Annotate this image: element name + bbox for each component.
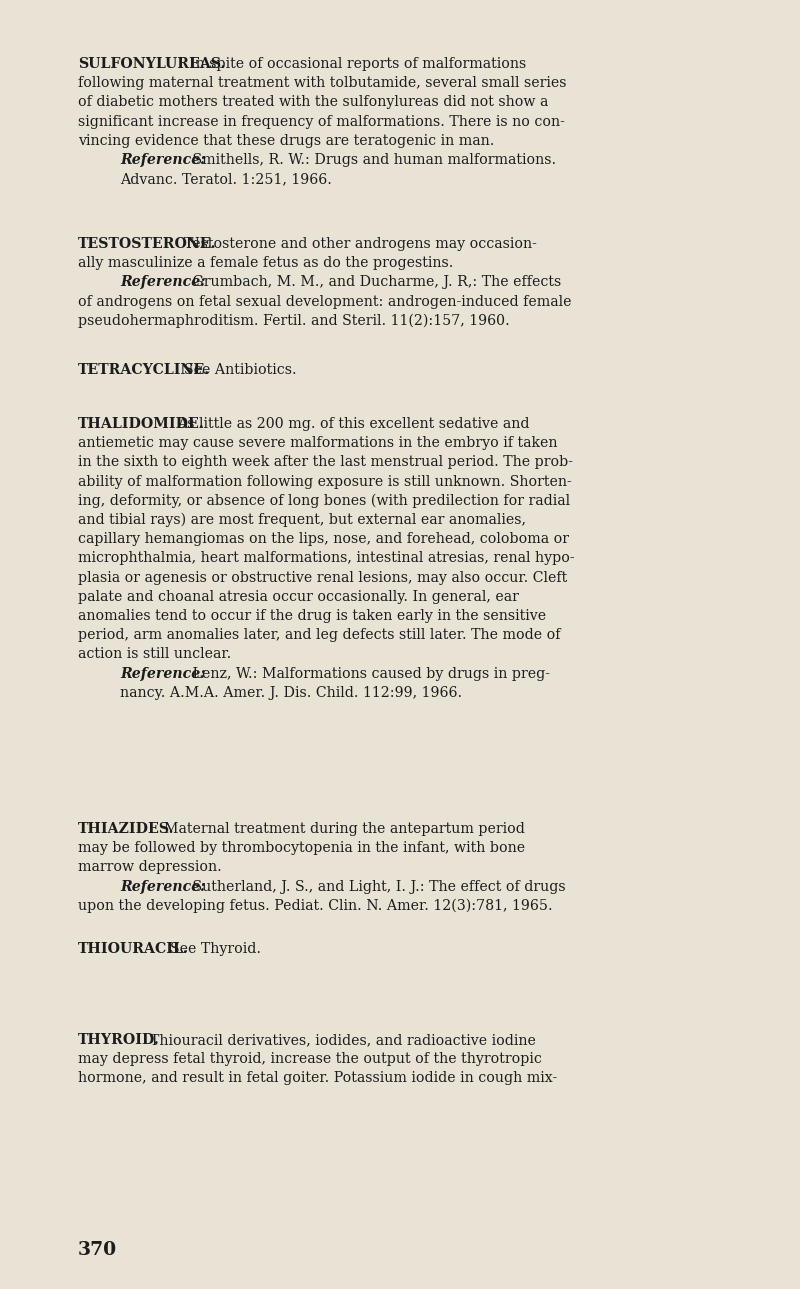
Text: See Antibiotics.: See Antibiotics. [184,363,296,376]
Text: and tibial rays) are most frequent, but external ear anomalies,: and tibial rays) are most frequent, but … [78,513,526,527]
Text: THIOURACIL.: THIOURACIL. [78,942,189,956]
Text: ally masculinize a female fetus as do the progestins.: ally masculinize a female fetus as do th… [78,257,454,271]
Text: pseudohermaphroditism. Fertil. and Steril. 11(2):157, 1960.: pseudohermaphroditism. Fertil. and Steri… [78,313,510,329]
Text: Reference:: Reference: [120,666,206,681]
Text: Grumbach, M. M., and Ducharme, J. R,: The effects: Grumbach, M. M., and Ducharme, J. R,: Th… [189,276,562,290]
Text: upon the developing fetus. Pediat. Clin. N. Amer. 12(3):781, 1965.: upon the developing fetus. Pediat. Clin.… [78,898,553,913]
Text: Lenz, W.: Malformations caused by drugs in preg-: Lenz, W.: Malformations caused by drugs … [189,666,550,681]
Text: Testosterone and other androgens may occasion-: Testosterone and other androgens may occ… [184,237,537,251]
Text: hormone, and result in fetal goiter. Potassium iodide in cough mix-: hormone, and result in fetal goiter. Pot… [78,1071,558,1085]
Text: TESTOSTERONE.: TESTOSTERONE. [78,237,217,251]
Text: period, arm anomalies later, and leg defects still later. The mode of: period, arm anomalies later, and leg def… [78,628,561,642]
Text: THYROID.: THYROID. [78,1032,160,1047]
Text: Smithells, R. W.: Drugs and human malformations.: Smithells, R. W.: Drugs and human malfor… [189,153,557,168]
Text: Reference:: Reference: [120,879,206,893]
Text: of diabetic mothers treated with the sulfonylureas did not show a: of diabetic mothers treated with the sul… [78,95,548,110]
Text: Thiouracil derivatives, iodides, and radioactive iodine: Thiouracil derivatives, iodides, and rad… [150,1032,536,1047]
Text: may be followed by thrombocytopenia in the infant, with bone: may be followed by thrombocytopenia in t… [78,842,525,855]
Text: Reference:: Reference: [120,276,206,290]
Text: THALIDOMIDE.: THALIDOMIDE. [78,418,205,431]
Text: may depress fetal thyroid, increase the output of the thyrotropic: may depress fetal thyroid, increase the … [78,1052,542,1066]
Text: Reference:: Reference: [120,153,206,168]
Text: following maternal treatment with tolbutamide, several small series: following maternal treatment with tolbut… [78,76,566,90]
Text: As little as 200 mg. of this excellent sedative and: As little as 200 mg. of this excellent s… [177,418,530,431]
Text: palate and choanal atresia occur occasionally. In general, ear: palate and choanal atresia occur occasio… [78,590,519,603]
Text: Maternal treatment during the antepartum period: Maternal treatment during the antepartum… [163,822,524,837]
Text: SULFONYLUREAS.: SULFONYLUREAS. [78,57,226,71]
Text: microphthalmia, heart malformations, intestinal atresias, renal hypo-: microphthalmia, heart malformations, int… [78,552,574,566]
Text: of androgens on fetal sexual development: androgen-induced female: of androgens on fetal sexual development… [78,295,571,308]
Text: anomalies tend to occur if the drug is taken early in the sensitive: anomalies tend to occur if the drug is t… [78,608,546,623]
Text: vincing evidence that these drugs are teratogenic in man.: vincing evidence that these drugs are te… [78,134,494,148]
Text: Advanc. Teratol. 1:251, 1966.: Advanc. Teratol. 1:251, 1966. [120,173,332,186]
Text: Sutherland, J. S., and Light, I. J.: The effect of drugs: Sutherland, J. S., and Light, I. J.: The… [189,879,566,893]
Text: marrow depression.: marrow depression. [78,860,222,874]
Text: in the sixth to eighth week after the last menstrual period. The prob-: in the sixth to eighth week after the la… [78,455,573,469]
Text: THIAZIDES.: THIAZIDES. [78,822,174,837]
Text: ability of malformation following exposure is still unknown. Shorten-: ability of malformation following exposu… [78,474,572,489]
Text: antiemetic may cause severe malformations in the embryo if taken: antiemetic may cause severe malformation… [78,436,558,450]
Text: In spite of occasional reports of malformations: In spite of occasional reports of malfor… [190,57,526,71]
Text: 370: 370 [78,1241,117,1259]
Text: action is still unclear.: action is still unclear. [78,647,231,661]
Text: plasia or agenesis or obstructive renal lesions, may also occur. Cleft: plasia or agenesis or obstructive renal … [78,571,567,585]
Text: capillary hemangiomas on the lips, nose, and forehead, coloboma or: capillary hemangiomas on the lips, nose,… [78,532,569,547]
Text: significant increase in frequency of malformations. There is no con-: significant increase in frequency of mal… [78,115,565,129]
Text: nancy. A.M.A. Amer. J. Dis. Child. 112:99, 1966.: nancy. A.M.A. Amer. J. Dis. Child. 112:9… [120,686,462,700]
Text: See Thyroid.: See Thyroid. [170,942,262,956]
Text: TETRACYCLINE.: TETRACYCLINE. [78,363,210,376]
Text: ing, deformity, or absence of long bones (with predilection for radial: ing, deformity, or absence of long bones… [78,494,570,508]
